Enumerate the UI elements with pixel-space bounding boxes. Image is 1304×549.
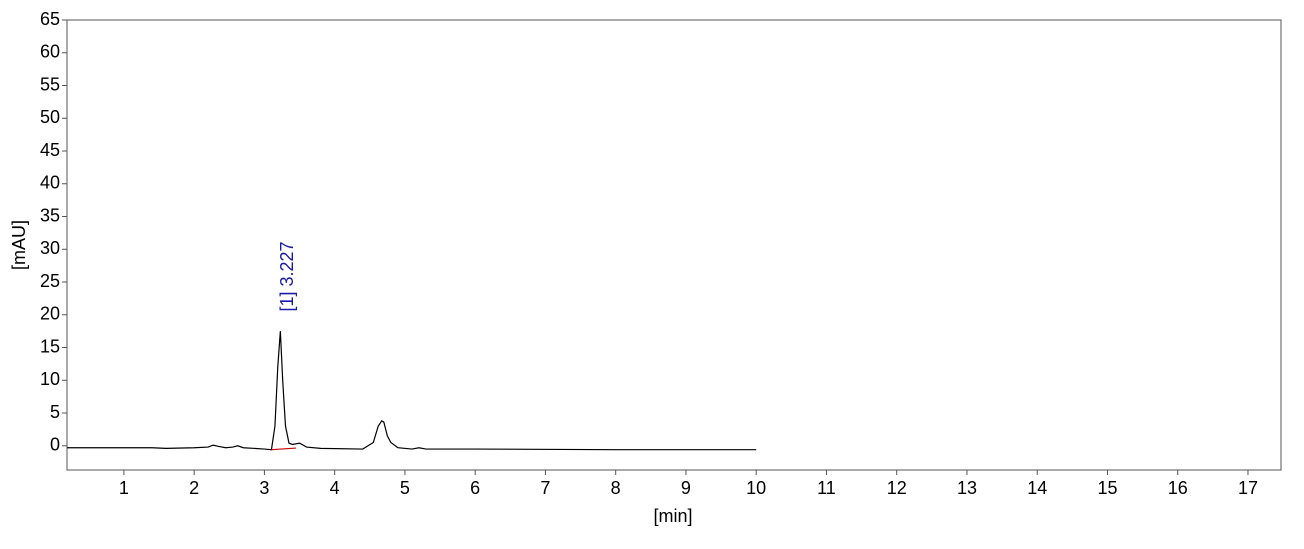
plot-frame	[66, 19, 1282, 471]
y-tick-label: 50	[40, 107, 60, 127]
y-tick-label: 0	[50, 435, 60, 455]
y-tick-label: 15	[40, 336, 60, 356]
y-tick-label: 20	[40, 304, 60, 324]
x-tick-label: 1	[119, 478, 129, 498]
y-tick-label: 25	[40, 271, 60, 291]
x-tick-label: 3	[259, 478, 269, 498]
y-tick-label: 5	[50, 402, 60, 422]
y-tick-label: 35	[40, 205, 60, 225]
y-axis-label: [mAU]	[9, 220, 29, 270]
x-tick-label: 13	[957, 478, 977, 498]
x-tick-label: 5	[400, 478, 410, 498]
y-tick-label: 60	[40, 42, 60, 62]
peak-label: [1] 3.227	[277, 241, 297, 311]
signal-line	[67, 331, 757, 451]
x-tick-label: 11	[817, 478, 836, 498]
integration-baseline	[271, 447, 297, 451]
x-tick-label: 7	[540, 478, 550, 498]
x-tick-label: 17	[1238, 478, 1258, 498]
y-tick-label: 65	[40, 9, 60, 29]
y-tick-label: 55	[40, 74, 60, 94]
y-tick-label: 10	[40, 369, 60, 389]
x-axis-label: [min]	[653, 506, 692, 526]
x-tick-label: 15	[1097, 478, 1117, 498]
x-tick-label: 4	[330, 478, 340, 498]
y-tick-label: 30	[40, 238, 60, 258]
x-tick-label: 6	[470, 478, 480, 498]
y-tick-label: 45	[40, 140, 60, 160]
y-tick-label: 40	[40, 173, 60, 193]
x-tick-label: 16	[1168, 478, 1188, 498]
x-tick-label: 10	[746, 478, 766, 498]
x-tick-label: 12	[887, 478, 907, 498]
x-tick-label: 9	[681, 478, 691, 498]
x-tick-label: 2	[189, 478, 199, 498]
x-tick-label: 8	[611, 478, 621, 498]
x-tick-label: 14	[1027, 478, 1047, 498]
